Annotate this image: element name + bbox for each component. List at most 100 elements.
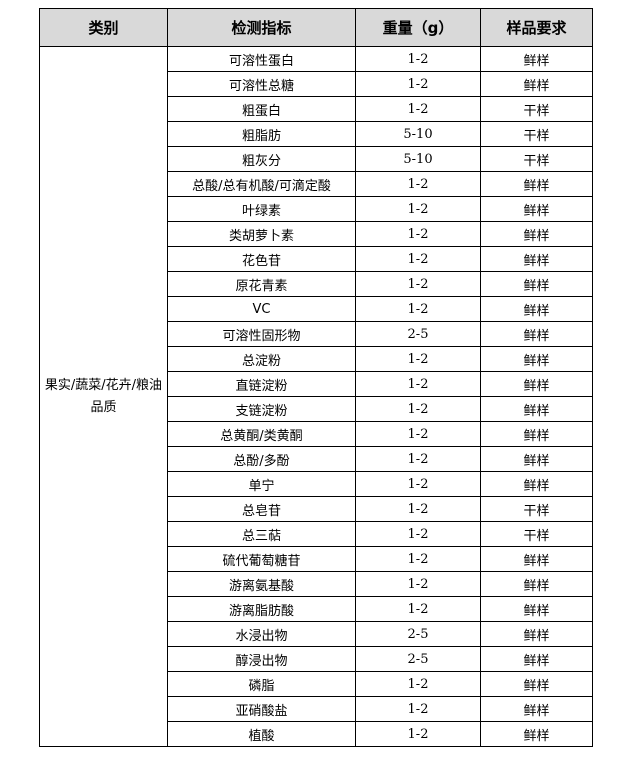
table-row: 果实/蔬菜/花卉/粮油品质 可溶性蛋白 1-2 鲜样 bbox=[39, 46, 593, 747]
requirement-cell: 鲜样 bbox=[480, 596, 593, 622]
weight-cell: 1-2 bbox=[355, 71, 481, 97]
weight-cell: 1-2 bbox=[355, 371, 481, 397]
weight-cell: 1-2 bbox=[355, 346, 481, 372]
indicator-cell: 直链淀粉 bbox=[167, 371, 356, 397]
table-row: 可溶性总糖 1-2 鲜样 bbox=[40, 71, 593, 97]
requirement-cell: 鲜样 bbox=[480, 46, 593, 72]
requirement-cell: 鲜样 bbox=[480, 471, 593, 497]
indicator-cell: 可溶性蛋白 bbox=[167, 46, 356, 72]
indicator-cell: 亚硝酸盐 bbox=[167, 696, 356, 722]
table-row: 叶绿素 1-2 鲜样 bbox=[40, 196, 593, 222]
weight-cell: 5-10 bbox=[355, 146, 481, 172]
indicator-cell: 总黄酮/类黄酮 bbox=[167, 421, 356, 447]
indicator-cell: 植酸 bbox=[167, 721, 356, 747]
requirement-cell: 干样 bbox=[480, 146, 593, 172]
indicator-cell: 总淀粉 bbox=[167, 346, 356, 372]
header-requirement: 样品要求 bbox=[480, 8, 593, 47]
indicator-cell: 总皂苷 bbox=[167, 496, 356, 522]
table-row: 原花青素 1-2 鲜样 bbox=[40, 271, 593, 297]
category-label: 果实/蔬菜/花卉/粮油品质 bbox=[44, 377, 163, 415]
table-row: 醇浸出物 2-5 鲜样 bbox=[40, 646, 593, 672]
table-row: 花色苷 1-2 鲜样 bbox=[40, 246, 593, 272]
requirement-cell: 鲜样 bbox=[480, 421, 593, 447]
requirement-cell: 鲜样 bbox=[480, 696, 593, 722]
weight-cell: 1-2 bbox=[355, 521, 481, 547]
requirement-cell: 鲜样 bbox=[480, 71, 593, 97]
weight-cell: 1-2 bbox=[355, 46, 481, 72]
weight-cell: 1-2 bbox=[355, 196, 481, 222]
indicator-cell: 水浸出物 bbox=[167, 621, 356, 647]
table-row: 植酸 1-2 鲜样 bbox=[40, 721, 593, 747]
indicator-cell: 花色苷 bbox=[167, 246, 356, 272]
requirement-cell: 干样 bbox=[480, 121, 593, 147]
header-row: 类别 检测指标 重量（g） 样品要求 bbox=[39, 8, 593, 47]
weight-cell: 1-2 bbox=[355, 671, 481, 697]
requirement-cell: 鲜样 bbox=[480, 446, 593, 472]
requirement-cell: 鲜样 bbox=[480, 571, 593, 597]
indicator-cell: 游离脂肪酸 bbox=[167, 596, 356, 622]
requirement-cell: 鲜样 bbox=[480, 296, 593, 322]
indicator-cell: 总酸/总有机酸/可滴定酸 bbox=[167, 171, 356, 197]
sample-requirements-table: 类别 检测指标 重量（g） 样品要求 果实/蔬菜/花卉/粮油品质 可溶性蛋白 1-2… bbox=[39, 8, 593, 747]
table-row: 类胡萝卜素 1-2 鲜样 bbox=[40, 221, 593, 247]
header-category: 类别 bbox=[39, 8, 168, 47]
table-row: 总黄酮/类黄酮 1-2 鲜样 bbox=[40, 421, 593, 447]
requirement-cell: 干样 bbox=[480, 96, 593, 122]
table-row: 总酚/多酚 1-2 鲜样 bbox=[40, 446, 593, 472]
weight-cell: 1-2 bbox=[355, 421, 481, 447]
indicator-cell: 硫代葡萄糖苷 bbox=[167, 546, 356, 572]
weight-cell: 1-2 bbox=[355, 696, 481, 722]
requirement-cell: 鲜样 bbox=[480, 671, 593, 697]
requirement-cell: 鲜样 bbox=[480, 246, 593, 272]
header-indicator: 检测指标 bbox=[167, 8, 356, 47]
indicator-cell: 支链淀粉 bbox=[167, 396, 356, 422]
weight-cell: 1-2 bbox=[355, 546, 481, 572]
requirement-cell: 鲜样 bbox=[480, 621, 593, 647]
indicator-cell: 叶绿素 bbox=[167, 196, 356, 222]
weight-cell: 1-2 bbox=[355, 596, 481, 622]
indicator-cell: 可溶性固形物 bbox=[167, 321, 356, 347]
weight-cell: 5-10 bbox=[355, 121, 481, 147]
requirement-cell: 鲜样 bbox=[480, 271, 593, 297]
table-row: 粗脂肪 5-10 干样 bbox=[40, 121, 593, 147]
requirement-cell: 鲜样 bbox=[480, 371, 593, 397]
indicator-cell: 总酚/多酚 bbox=[167, 446, 356, 472]
requirement-cell: 鲜样 bbox=[480, 346, 593, 372]
table-row: 粗灰分 5-10 干样 bbox=[40, 146, 593, 172]
table-row: VC 1-2 鲜样 bbox=[40, 296, 593, 322]
requirement-cell: 鲜样 bbox=[480, 721, 593, 747]
weight-cell: 1-2 bbox=[355, 571, 481, 597]
weight-cell: 1-2 bbox=[355, 721, 481, 747]
weight-cell: 1-2 bbox=[355, 471, 481, 497]
indicator-cell: 粗灰分 bbox=[167, 146, 356, 172]
requirement-cell: 鲜样 bbox=[480, 646, 593, 672]
header-weight: 重量（g） bbox=[355, 8, 481, 47]
table-row: 总三萜 1-2 干样 bbox=[40, 521, 593, 547]
indicator-cell: 游离氨基酸 bbox=[167, 571, 356, 597]
weight-cell: 1-2 bbox=[355, 221, 481, 247]
weight-cell: 1-2 bbox=[355, 296, 481, 322]
requirement-cell: 干样 bbox=[480, 496, 593, 522]
indicator-cell: 单宁 bbox=[167, 471, 356, 497]
weight-cell: 1-2 bbox=[355, 246, 481, 272]
requirement-cell: 鲜样 bbox=[480, 546, 593, 572]
requirement-cell: 鲜样 bbox=[480, 196, 593, 222]
weight-cell: 1-2 bbox=[355, 171, 481, 197]
indicator-cell: 醇浸出物 bbox=[167, 646, 356, 672]
indicator-cell: 可溶性总糖 bbox=[167, 71, 356, 97]
requirement-cell: 鲜样 bbox=[480, 171, 593, 197]
requirement-cell: 干样 bbox=[480, 521, 593, 547]
weight-cell: 1-2 bbox=[355, 396, 481, 422]
table-row: 总皂苷 1-2 干样 bbox=[40, 496, 593, 522]
indicator-cell: VC bbox=[167, 296, 356, 322]
weight-cell: 2-5 bbox=[355, 646, 481, 672]
requirement-cell: 鲜样 bbox=[480, 221, 593, 247]
requirement-cell: 鲜样 bbox=[480, 396, 593, 422]
table-row: 亚硝酸盐 1-2 鲜样 bbox=[40, 696, 593, 722]
weight-cell: 1-2 bbox=[355, 496, 481, 522]
weight-cell: 1-2 bbox=[355, 271, 481, 297]
indicator-cell: 总三萜 bbox=[167, 521, 356, 547]
weight-cell: 1-2 bbox=[355, 96, 481, 122]
table-row: 总酸/总有机酸/可滴定酸 1-2 鲜样 bbox=[40, 171, 593, 197]
category-cell: 果实/蔬菜/花卉/粮油品质 bbox=[39, 46, 168, 747]
